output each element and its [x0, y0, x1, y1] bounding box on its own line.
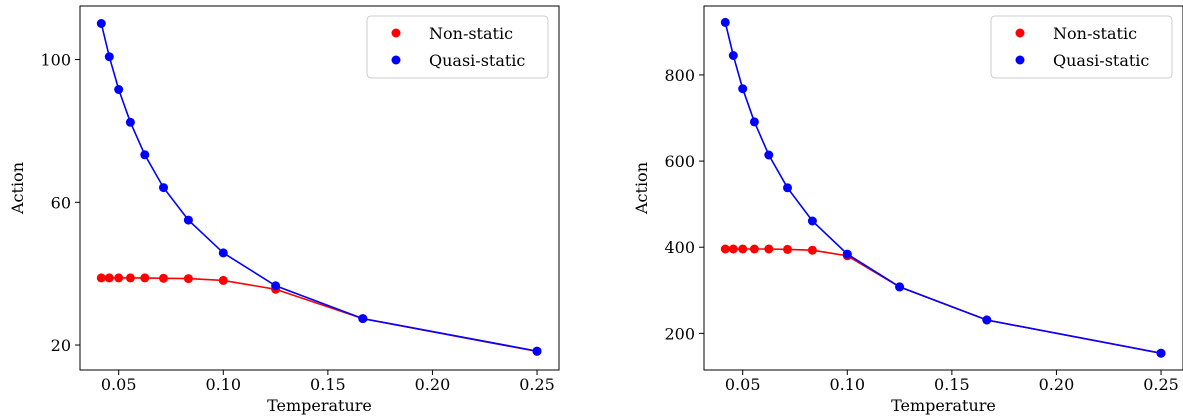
data-point-non-static	[720, 244, 730, 254]
data-point-non-static	[114, 273, 124, 283]
x-tick-label: 0.15	[310, 375, 346, 394]
y-axis-label: Action	[632, 162, 651, 215]
data-point-quasi-static	[895, 282, 905, 292]
x-tick-label: 0.10	[205, 375, 241, 394]
data-point-quasi-static	[96, 19, 106, 28]
x-tick-label: 0.25	[519, 375, 555, 394]
data-point-non-static	[783, 244, 792, 254]
y-tick-label: 400	[664, 238, 695, 257]
legend-marker-non-static	[391, 28, 401, 38]
data-point-non-static	[104, 273, 114, 283]
data-point-quasi-static	[1156, 348, 1166, 358]
x-tick-label: 0.15	[934, 375, 970, 394]
x-tick-label: 0.10	[829, 375, 865, 394]
data-point-quasi-static	[783, 183, 792, 193]
y-axis-label: Action	[8, 162, 27, 215]
data-point-quasi-static	[218, 248, 228, 258]
x-tick-label: 0.20	[415, 375, 451, 394]
legend-box	[990, 15, 1173, 79]
data-point-quasi-static	[104, 52, 114, 62]
data-point-quasi-static	[764, 150, 774, 160]
y-tick-label: 100	[40, 51, 71, 70]
x-tick-label: 0.05	[101, 375, 137, 394]
x-axis-label: Temperature	[891, 396, 996, 415]
data-point-quasi-static	[140, 150, 150, 160]
data-point-non-static	[728, 244, 738, 254]
chart-panel-left: 0.05 0.10 0.15 0.20 0.25 20 60 100 Temperature Ac…	[8, 5, 560, 415]
x-axis-label: Temperature	[267, 396, 372, 415]
data-point-quasi-static	[738, 84, 748, 94]
data-point-non-static	[140, 273, 150, 283]
data-point-quasi-static	[807, 216, 817, 226]
series-line-non-static	[725, 248, 1162, 354]
legend-marker-quasi-static	[391, 55, 401, 65]
series-line-non-static	[101, 277, 538, 353]
legend-label-quasi-static: Quasi-static	[429, 51, 525, 70]
legend-marker-quasi-static	[1015, 55, 1025, 65]
legend-label-non-static: Non-static	[1053, 24, 1137, 43]
legend-label-quasi-static: Quasi-static	[1053, 51, 1149, 70]
data-point-non-static	[749, 244, 759, 254]
data-point-non-static	[738, 244, 748, 254]
data-point-quasi-static	[842, 249, 852, 259]
y-tick-label: 200	[664, 324, 695, 343]
data-point-quasi-static	[982, 315, 992, 325]
data-point-non-static	[159, 273, 168, 283]
data-point-non-static	[96, 273, 106, 283]
axes-frame	[79, 5, 560, 371]
data-point-quasi-static	[159, 183, 168, 193]
data-point-non-static	[807, 245, 817, 255]
data-point-quasi-static	[271, 281, 281, 291]
data-point-quasi-static	[125, 117, 135, 127]
legend-box	[366, 15, 549, 79]
data-point-quasi-static	[183, 215, 193, 225]
x-tick-label: 0.05	[725, 375, 761, 394]
x-tick-label: 0.25	[1143, 375, 1179, 394]
x-tick-label: 0.20	[1039, 375, 1075, 394]
y-tick-label: 600	[664, 152, 695, 171]
data-point-quasi-static	[532, 346, 542, 356]
data-point-non-static	[218, 275, 228, 285]
data-point-quasi-static	[728, 51, 738, 60]
data-point-non-static	[183, 274, 193, 284]
chart-panel-right: 0.05 0.10 0.15 0.20 0.25 200 400 600 800 Temperat…	[632, 5, 1183, 415]
data-point-quasi-static	[720, 17, 730, 27]
data-point-quasi-static	[358, 314, 368, 324]
legend-label-non-static: Non-static	[429, 24, 513, 43]
data-point-quasi-static	[114, 85, 124, 94]
y-tick-label: 60	[51, 193, 71, 212]
y-tick-label: 20	[51, 336, 71, 355]
data-point-non-static	[764, 244, 774, 254]
data-point-quasi-static	[749, 117, 759, 127]
legend-marker-non-static	[1015, 28, 1025, 38]
y-tick-label: 800	[664, 66, 695, 85]
data-point-non-static	[125, 273, 135, 283]
axes-frame	[703, 5, 1183, 371]
